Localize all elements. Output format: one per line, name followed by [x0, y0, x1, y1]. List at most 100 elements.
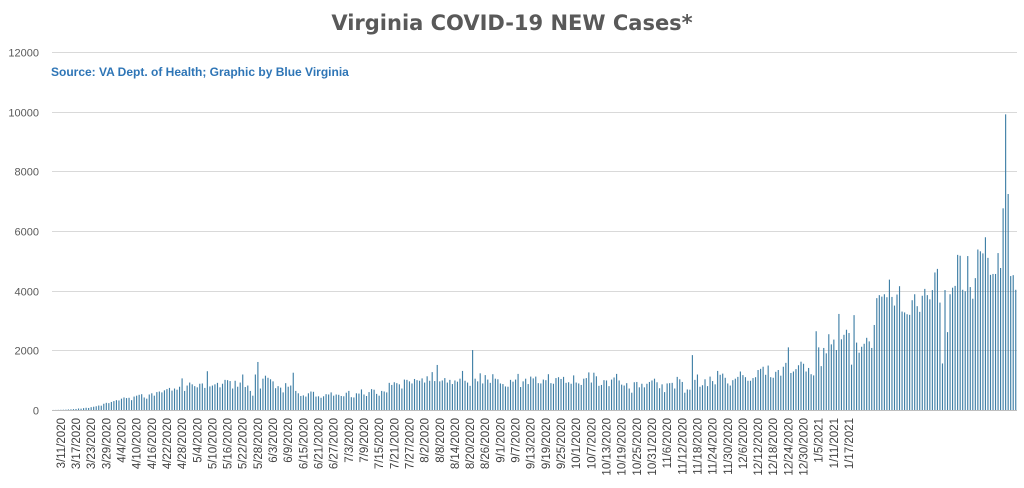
bar	[360, 389, 363, 410]
bar	[305, 396, 307, 410]
bar	[413, 378, 416, 410]
bar	[466, 382, 469, 410]
bar	[845, 329, 848, 410]
bar	[727, 383, 729, 410]
x-tick-label: 7/3/2020	[344, 418, 356, 463]
bar	[93, 406, 95, 410]
bar	[131, 400, 133, 410]
bar	[603, 380, 605, 410]
bar	[247, 385, 249, 410]
bar	[290, 385, 292, 410]
bar	[734, 378, 736, 410]
bar	[608, 386, 610, 410]
bar	[277, 386, 279, 410]
y-tick-label: 10000	[8, 108, 39, 120]
bar	[934, 272, 936, 410]
bar	[396, 383, 398, 410]
bar	[664, 392, 666, 410]
bar	[459, 378, 461, 410]
bar	[393, 382, 395, 410]
x-tick-label: 5/4/2020	[192, 418, 204, 463]
bar	[441, 380, 443, 410]
bar	[681, 381, 683, 410]
bar	[871, 347, 873, 410]
bar	[669, 383, 671, 410]
bar	[979, 251, 981, 410]
x-tick-label: 11/6/2020	[662, 418, 674, 468]
bar	[843, 334, 845, 410]
bar	[853, 315, 855, 410]
x-tick-label: 8/26/2020	[480, 418, 492, 469]
bar	[146, 398, 148, 410]
bar	[583, 378, 585, 410]
bar	[850, 364, 853, 410]
bar	[315, 396, 317, 410]
bar	[90, 407, 92, 410]
bar	[219, 387, 221, 410]
bar	[252, 395, 254, 410]
bar	[550, 383, 552, 410]
bar	[808, 367, 810, 410]
bar	[994, 273, 997, 410]
bar	[454, 380, 456, 410]
bar	[840, 339, 842, 410]
y-axis: 0 2000 4000 6000 8000 10000 12000	[8, 48, 39, 418]
bar	[295, 390, 297, 410]
bar	[312, 391, 315, 410]
bar	[181, 378, 183, 410]
bar	[1012, 275, 1014, 410]
bar	[221, 383, 224, 410]
bar	[555, 378, 557, 410]
bar	[818, 347, 820, 410]
bar	[98, 405, 100, 410]
bar	[502, 384, 504, 410]
bar	[350, 397, 352, 410]
y-tick-label: 0	[33, 406, 39, 418]
bar	[972, 298, 974, 410]
bar	[757, 370, 759, 410]
bar	[320, 397, 322, 410]
bar	[792, 371, 794, 410]
bar	[525, 378, 527, 410]
bar	[638, 387, 640, 410]
bar	[209, 386, 211, 410]
bar	[201, 383, 203, 410]
bar	[1010, 276, 1012, 410]
bar	[775, 371, 777, 410]
bar	[838, 313, 840, 410]
bar	[133, 396, 135, 410]
bar	[530, 376, 532, 410]
bar	[363, 394, 365, 410]
bar	[424, 382, 426, 410]
bar	[643, 387, 645, 410]
x-tick-label: 10/25/2020	[632, 418, 644, 476]
bar	[105, 402, 107, 410]
bar	[108, 403, 110, 410]
bar	[100, 405, 102, 410]
bar	[110, 401, 112, 410]
x-tick-label: 6/15/2020	[298, 418, 310, 469]
x-tick-label: 4/4/2020	[116, 418, 128, 463]
x-tick-label: 1/17/2021	[844, 418, 856, 469]
x-tick-label: 7/15/2020	[374, 418, 386, 469]
bar	[941, 363, 944, 410]
bar	[542, 379, 544, 410]
bar	[704, 379, 706, 410]
bar	[765, 374, 767, 410]
bar	[1015, 289, 1017, 410]
bar	[189, 382, 191, 410]
bar	[509, 379, 512, 410]
bar	[618, 380, 620, 410]
bar	[767, 365, 769, 410]
bar	[436, 364, 438, 410]
bar	[206, 371, 208, 410]
bar	[376, 393, 378, 410]
bar	[307, 393, 309, 410]
bar	[120, 398, 123, 410]
bar	[820, 366, 822, 410]
bar	[411, 383, 413, 410]
bar	[153, 395, 155, 410]
bar	[830, 344, 832, 410]
bar	[954, 285, 956, 410]
